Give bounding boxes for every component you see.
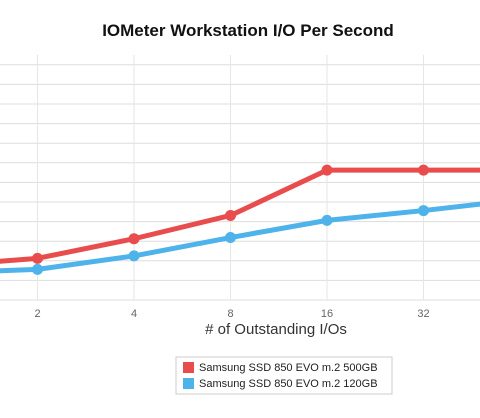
x-tick-label: 4 — [131, 308, 137, 320]
x-tick-label: 8 — [227, 308, 233, 320]
legend-swatch-500gb — [183, 362, 194, 373]
x-tick-label: 16 — [321, 308, 333, 320]
data-point — [225, 232, 236, 244]
legend-swatch-120gb — [183, 378, 194, 389]
x-axis-label: # of Outstanding I/Os — [205, 321, 347, 338]
x-tick-label: 32 — [417, 308, 429, 320]
x-axis-ticks: 2 4 8 16 32 — [34, 308, 429, 320]
legend: Samsung SSD 850 EVO m.2 500GB Samsung SS… — [175, 356, 393, 395]
series-lines — [0, 164, 480, 275]
legend-box — [175, 356, 393, 395]
data-point — [225, 209, 236, 221]
data-point — [128, 250, 140, 262]
data-point — [418, 205, 429, 217]
chart-title: IOMeter Workstation I/O Per Second — [102, 21, 394, 40]
legend-label-120gb: Samsung SSD 850 EVO m.2 120GB — [199, 378, 378, 390]
data-point — [418, 164, 429, 176]
data-point — [32, 252, 43, 264]
data-point — [321, 214, 333, 226]
x-tick-label: 2 — [34, 308, 40, 320]
data-point — [128, 233, 140, 245]
legend-label-500gb: Samsung SSD 850 EVO m.2 500GB — [199, 362, 378, 374]
data-point — [32, 263, 43, 275]
series-line-0 — [0, 167, 480, 264]
data-point — [321, 164, 333, 176]
